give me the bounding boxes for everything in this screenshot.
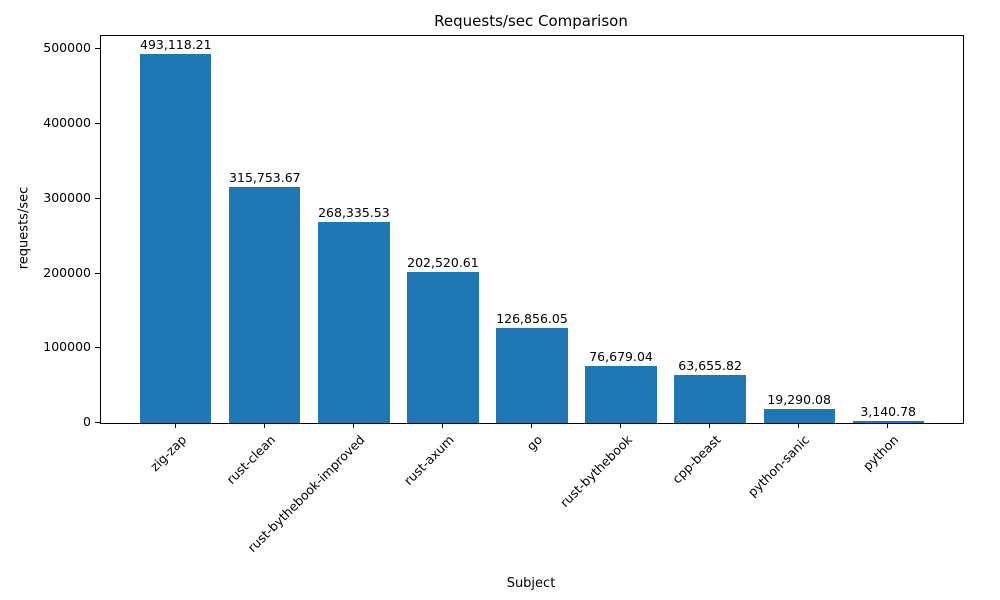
y-tick-mark — [95, 347, 100, 349]
bar-zig-zap — [140, 54, 212, 423]
x-tick-mark — [887, 423, 889, 428]
x-tick-mark — [441, 423, 443, 428]
bar-go — [496, 328, 568, 423]
y-tick-mark — [95, 197, 100, 199]
bar-rust-bythebook — [585, 365, 657, 423]
y-tick-mark — [95, 422, 100, 423]
bar-python — [852, 420, 924, 423]
bar-value-label: 19,290.08 — [767, 391, 831, 407]
x-tick-label-rust-axum: rust-axum — [400, 432, 457, 488]
y-tick-label: 300000 — [43, 189, 91, 205]
x-tick-label-go: go — [523, 432, 546, 454]
x-tick-mark — [352, 423, 354, 428]
chart-title: Requests/sec Comparison — [434, 12, 628, 30]
bar-value-label: 493,118.21 — [140, 37, 212, 53]
bar-value-label: 63,655.82 — [678, 358, 742, 374]
bar-rust-axum — [407, 271, 479, 423]
y-tick-label: 200000 — [43, 264, 91, 280]
x-tick-mark — [709, 423, 711, 428]
bar-value-label: 126,856.05 — [496, 311, 568, 327]
y-tick-label: 0 — [83, 414, 91, 429]
y-tick-mark — [95, 48, 100, 50]
bar-python-sanic — [763, 408, 835, 423]
bar-value-label: 76,679.04 — [589, 348, 653, 364]
bar-value-label: 3,140.78 — [860, 403, 917, 419]
bar-value-label: 315,753.67 — [229, 169, 301, 185]
bar-value-label: 202,520.61 — [407, 254, 479, 270]
x-tick-label-zig-zap: zig-zap — [147, 432, 190, 475]
x-tick-label-python-sanic: python-sanic — [745, 432, 813, 500]
y-tick-label: 100000 — [43, 339, 91, 355]
plot-area: 493,118.21 315,753.67 268,335.53 202,520.61… — [100, 35, 964, 424]
bar-rust-clean — [229, 187, 301, 423]
x-tick-label-rust-clean: rust-clean — [223, 432, 279, 487]
x-tick-label-python: python — [860, 432, 902, 474]
x-tick-label-cpp-beast: cpp-beast — [669, 432, 724, 487]
x-tick-label-rust-bythebook: rust-bythebook — [556, 432, 635, 511]
x-tick-mark — [798, 423, 800, 428]
y-tick-label: 400000 — [43, 115, 91, 131]
x-tick-mark — [174, 423, 176, 428]
x-tick-mark — [620, 423, 622, 428]
y-tick-mark — [95, 272, 100, 274]
y-tick-mark — [95, 123, 100, 125]
y-axis-label: requests/sec — [16, 186, 32, 270]
bar-cpp-beast — [674, 375, 746, 423]
y-tick-label: 500000 — [43, 40, 91, 56]
x-tick-mark — [263, 423, 265, 428]
bar-rust-bythebook-improved — [318, 222, 390, 423]
x-tick-mark — [531, 423, 532, 428]
bar-value-label: 268,335.53 — [318, 205, 390, 221]
x-axis-label: Subject — [506, 576, 556, 591]
